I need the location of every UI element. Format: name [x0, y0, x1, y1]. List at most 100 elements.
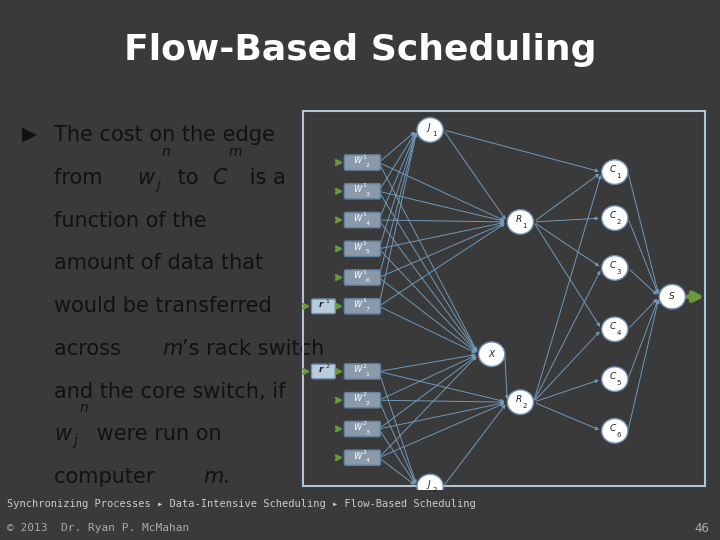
Text: J: J	[427, 480, 430, 489]
Circle shape	[417, 118, 444, 142]
Text: is a: is a	[243, 168, 286, 188]
Text: W: W	[354, 214, 361, 223]
Text: 1: 1	[362, 212, 366, 217]
Text: W: W	[354, 366, 361, 374]
Text: m: m	[162, 339, 182, 359]
Text: 2: 2	[362, 450, 366, 455]
Text: 3: 3	[365, 429, 369, 435]
Text: 1: 1	[432, 131, 436, 137]
Text: X: X	[489, 350, 495, 359]
Text: W: W	[354, 243, 361, 252]
Text: 4: 4	[617, 330, 621, 336]
Text: 7: 7	[365, 307, 369, 312]
Text: R: R	[516, 395, 522, 404]
Text: W: W	[354, 272, 361, 280]
Text: 3: 3	[616, 269, 621, 275]
Text: 1: 1	[362, 269, 366, 275]
Text: C: C	[610, 322, 616, 332]
Text: Flow-Based Scheduling: Flow-Based Scheduling	[124, 33, 596, 67]
Text: function of the: function of the	[54, 211, 207, 231]
Text: amount of data that: amount of data that	[54, 253, 263, 273]
Circle shape	[659, 285, 685, 309]
FancyBboxPatch shape	[344, 393, 380, 408]
Circle shape	[602, 206, 628, 231]
Text: n: n	[162, 145, 171, 159]
Text: .: .	[223, 467, 230, 487]
Text: m: m	[229, 145, 243, 159]
Circle shape	[479, 342, 505, 367]
Text: 1: 1	[362, 154, 366, 160]
Text: W: W	[354, 300, 361, 309]
Text: W: W	[354, 185, 361, 194]
FancyBboxPatch shape	[312, 299, 336, 314]
Circle shape	[602, 418, 628, 443]
Text: were run on: were run on	[90, 424, 222, 444]
Text: W: W	[354, 394, 361, 403]
FancyBboxPatch shape	[344, 450, 380, 465]
Text: 4: 4	[365, 458, 369, 463]
Text: w: w	[137, 168, 154, 188]
FancyBboxPatch shape	[344, 421, 380, 437]
Text: 5: 5	[365, 249, 369, 254]
Text: W: W	[354, 423, 361, 432]
FancyBboxPatch shape	[344, 155, 380, 170]
Circle shape	[602, 317, 628, 342]
Text: C: C	[610, 211, 616, 220]
Text: m: m	[204, 467, 224, 487]
Text: 1: 1	[325, 299, 330, 304]
FancyBboxPatch shape	[312, 364, 336, 379]
Text: would be transferred: would be transferred	[54, 296, 271, 316]
Text: 2: 2	[362, 421, 366, 426]
Text: 3: 3	[365, 192, 369, 197]
FancyBboxPatch shape	[344, 270, 380, 285]
Text: 1: 1	[365, 372, 369, 377]
Circle shape	[602, 367, 628, 392]
Text: 1: 1	[522, 223, 527, 229]
Circle shape	[417, 474, 444, 499]
Text: w: w	[54, 424, 71, 444]
Text: r: r	[319, 300, 323, 309]
Text: ’s rack switch: ’s rack switch	[182, 339, 325, 359]
Text: W: W	[354, 451, 361, 461]
Text: 5: 5	[617, 380, 621, 386]
Text: ▶: ▶	[22, 125, 37, 144]
Text: and the core switch, if: and the core switch, if	[54, 382, 286, 402]
FancyBboxPatch shape	[344, 184, 380, 199]
Text: 2: 2	[362, 363, 366, 369]
Text: 2: 2	[432, 487, 436, 494]
Text: 1: 1	[362, 184, 366, 188]
Text: 1: 1	[362, 241, 366, 246]
Text: 2: 2	[617, 219, 621, 225]
Text: 6: 6	[616, 431, 621, 438]
Text: The cost on the edge: The cost on the edge	[54, 125, 275, 145]
Text: S: S	[670, 292, 675, 301]
Text: C: C	[610, 373, 616, 381]
FancyBboxPatch shape	[344, 241, 380, 256]
Text: computer: computer	[54, 467, 161, 487]
Text: C: C	[610, 424, 616, 433]
Text: 46: 46	[694, 522, 709, 535]
Text: 2: 2	[365, 163, 369, 168]
Text: J: J	[427, 123, 430, 132]
FancyBboxPatch shape	[344, 364, 380, 379]
Text: C: C	[212, 168, 227, 188]
Text: 1: 1	[616, 173, 621, 179]
Text: W: W	[354, 157, 361, 165]
Text: r: r	[319, 366, 323, 374]
Circle shape	[602, 255, 628, 280]
Text: Synchronizing Processes ▸ Data-Intensive Scheduling ▸ Flow-Based Scheduling: Synchronizing Processes ▸ Data-Intensive…	[7, 500, 476, 509]
Text: 2: 2	[365, 401, 369, 406]
Text: © 2013  Dr. Ryan P. McMahan: © 2013 Dr. Ryan P. McMahan	[7, 523, 189, 533]
Text: to: to	[171, 168, 205, 188]
Text: 2: 2	[325, 364, 330, 369]
Text: 6: 6	[365, 278, 369, 283]
Text: C: C	[610, 261, 616, 270]
Text: 4: 4	[365, 221, 369, 226]
FancyBboxPatch shape	[344, 299, 380, 314]
Text: 1: 1	[362, 299, 366, 303]
Text: 2: 2	[522, 403, 527, 409]
Circle shape	[508, 390, 534, 414]
FancyBboxPatch shape	[344, 212, 380, 228]
Circle shape	[508, 210, 534, 234]
Text: C: C	[610, 165, 616, 174]
